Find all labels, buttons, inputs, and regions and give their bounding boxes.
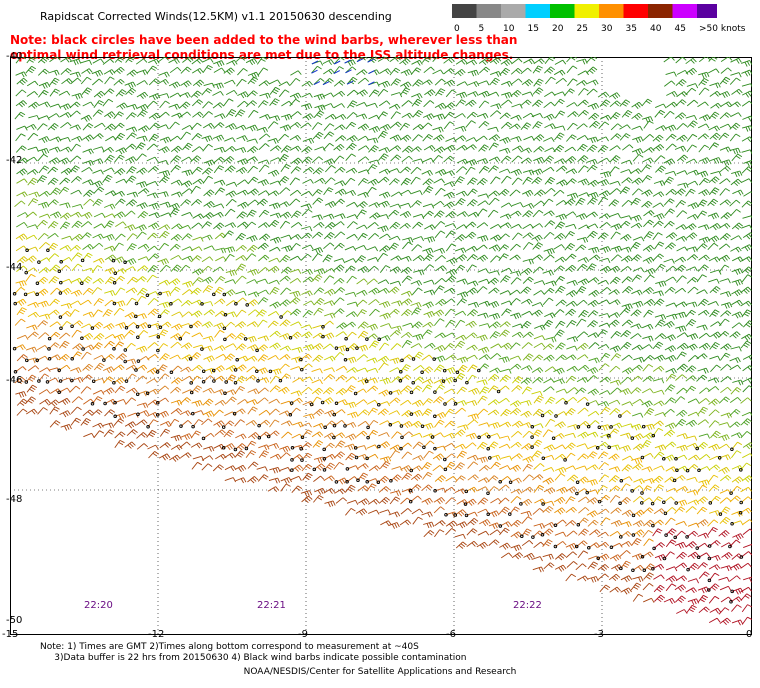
latitude-tick-label: -50 xyxy=(6,615,23,626)
footnote: Note: 1) Times are GMT 2)Times along bot… xyxy=(40,642,467,663)
colorbar-swatch xyxy=(476,4,501,18)
latitude-tick-label: -44 xyxy=(6,262,23,273)
wind-barb-map xyxy=(10,57,752,635)
colorbar-swatch xyxy=(574,4,599,18)
longitude-tick-label: -15 xyxy=(2,629,19,640)
wind-barb-field xyxy=(12,57,752,626)
colorbar-label: >50 knots xyxy=(699,24,746,34)
longitude-tick-label: -3 xyxy=(594,629,604,640)
colorbar-label: 25 xyxy=(577,24,588,34)
colorbar-swatch xyxy=(550,4,575,18)
latitude-tick-label: -48 xyxy=(6,494,23,505)
longitude-tick-label: -12 xyxy=(148,629,165,640)
colorbar-swatch xyxy=(648,4,673,18)
colorbar-label: 10 xyxy=(503,24,515,34)
longitude-tick-label: -9 xyxy=(298,629,308,640)
colorbar-label: 0 xyxy=(454,24,460,34)
time-label: 22:22 xyxy=(513,600,542,611)
colorbar-label: 35 xyxy=(626,24,637,34)
colorbar-swatch xyxy=(672,4,697,18)
wind-speed-colorbar: 0 5 10 15 20 25 30 35 40 45 >50 knots xyxy=(452,4,746,34)
colorbar-label: 15 xyxy=(528,24,539,34)
map-frame xyxy=(10,57,752,635)
longitude-tick-label: 0 xyxy=(746,629,753,640)
time-label: 22:20 xyxy=(84,600,113,611)
colorbar-swatch xyxy=(623,4,648,18)
colorbar-label: 5 xyxy=(479,24,485,34)
colorbar-swatch xyxy=(501,4,526,18)
colorbar-label: 45 xyxy=(675,24,686,34)
colorbar-label: 20 xyxy=(552,24,564,34)
colorbar-swatch xyxy=(599,4,624,18)
latitude-tick-label: -46 xyxy=(6,375,23,386)
map-title: Rapidscat Corrected Winds(12.5KM) v1.1 2… xyxy=(40,10,392,23)
credit-line: NOAA/NESDIS/Center for Satellite Applica… xyxy=(243,667,517,677)
colorbar-swatch xyxy=(452,4,477,18)
longitude-tick-label: -6 xyxy=(446,629,456,640)
latitude-tick-label: -40 xyxy=(6,51,23,62)
colorbar-swatch xyxy=(525,4,550,18)
colorbar-label: 40 xyxy=(650,24,662,34)
colorbar-swatch xyxy=(697,4,717,18)
colorbar-label: 30 xyxy=(601,24,613,34)
latitude-tick-label: -42 xyxy=(6,155,23,166)
time-label: 22:21 xyxy=(257,600,286,611)
